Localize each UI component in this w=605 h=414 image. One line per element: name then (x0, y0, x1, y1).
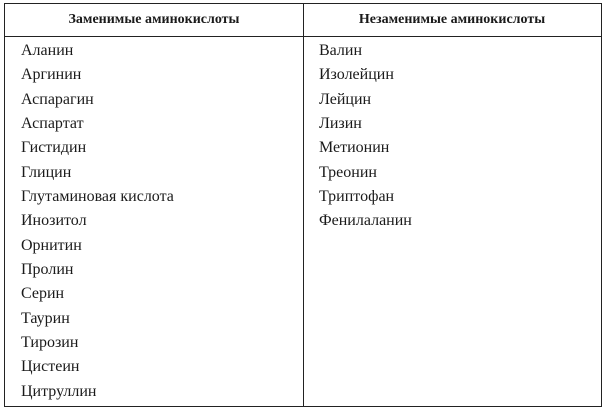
header-nonessential: Заменимые аминокислоты (68, 12, 240, 27)
list-item: Треонин (319, 163, 377, 181)
list-item: Гистидин (21, 139, 87, 157)
list-item: Цитруллин (21, 382, 97, 400)
list-item: Пролин (21, 261, 74, 279)
essential-list: Валин Изолейцин Лейцин Лизин Метионин Треонин… (319, 39, 412, 234)
list-item: Триптофан (319, 188, 395, 206)
list-item: Метионин (319, 139, 390, 157)
list-item: Фенилаланин (319, 212, 412, 230)
column-divider (303, 4, 304, 406)
list-item: Инозитол (21, 212, 87, 230)
list-item: Глутаминовая кислота (21, 188, 174, 206)
nonessential-list: Аланин Аргинин Аспарагин Аспартат Гистидин Гл… (21, 39, 174, 404)
list-item: Цистеин (21, 358, 80, 376)
list-item: Орнитин (21, 236, 82, 254)
amino-acids-table: Заменимые аминокислоты Незаменимые амино… (4, 3, 602, 407)
list-item: Аргинин (21, 66, 82, 84)
list-item: Изолейцин (319, 66, 394, 84)
list-item: Серин (21, 285, 65, 303)
list-item: Аспартат (21, 115, 84, 133)
list-item: Тирозин (21, 334, 79, 352)
list-item: Лейцин (319, 90, 372, 108)
list-item: Аланин (21, 42, 74, 59)
header-essential: Незаменимые аминокислоты (358, 12, 546, 27)
list-item: Глицин (21, 163, 72, 181)
list-item: Валин (319, 42, 363, 59)
list-item: Таурин (21, 309, 70, 327)
list-item: Аспарагин (21, 90, 94, 108)
list-item: Лизин (319, 115, 362, 133)
